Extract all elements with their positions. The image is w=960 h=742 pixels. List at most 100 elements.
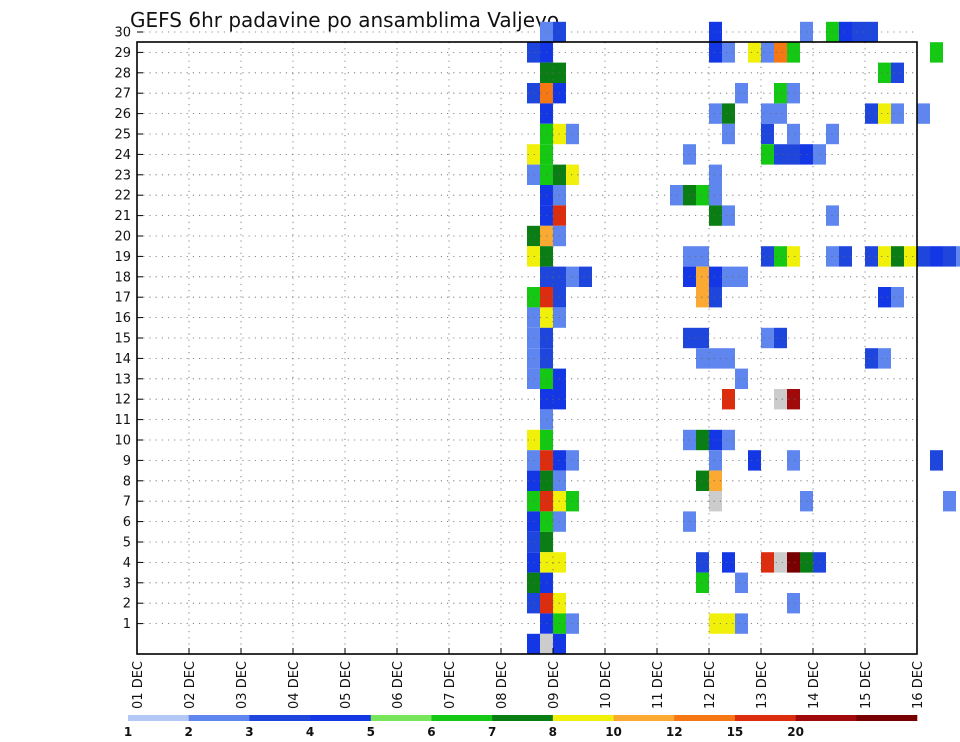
x-tick-label: 10 DEC	[599, 661, 614, 709]
precip-cell	[696, 572, 709, 593]
precip-cell	[527, 491, 540, 512]
colorbar-segment	[734, 715, 796, 721]
precip-cell	[579, 266, 592, 287]
colorbar-tick-label: 3	[245, 725, 253, 739]
x-tick-label: 13 DEC	[755, 661, 770, 709]
precip-cell	[917, 246, 930, 267]
precip-cell	[865, 103, 878, 124]
precip-cell	[761, 552, 774, 573]
y-tick-label: 19	[114, 250, 131, 265]
colorbar-tick-label: 15	[727, 725, 744, 739]
precip-cell	[930, 42, 943, 63]
x-tick-label: 04 DEC	[287, 661, 302, 709]
precip-cell	[527, 164, 540, 185]
precip-cell	[527, 450, 540, 471]
precip-cell	[566, 123, 579, 145]
x-tick-label: 11 DEC	[651, 661, 666, 709]
colorbar-segment	[613, 715, 675, 721]
precip-cell	[891, 62, 904, 83]
x-tick-label: 01 DEC	[131, 661, 146, 709]
precip-cell	[774, 389, 787, 410]
precip-cell	[527, 307, 540, 328]
precip-cell	[696, 552, 709, 573]
y-tick-label: 4	[123, 556, 131, 571]
precip-cell	[787, 593, 800, 614]
precip-cell	[527, 348, 540, 369]
precip-cell	[735, 368, 748, 389]
colorbar-segment	[552, 715, 614, 721]
precip-cell	[722, 389, 735, 410]
precip-cell	[566, 164, 579, 185]
precip-cell	[709, 164, 722, 185]
y-tick-label: 21	[114, 209, 131, 224]
precip-cell	[787, 450, 800, 471]
precip-cell	[787, 83, 800, 104]
precip-cell	[709, 348, 722, 369]
y-tick-label: 27	[114, 87, 131, 102]
y-tick-label: 1	[123, 617, 131, 632]
precip-cell	[800, 552, 813, 573]
precip-cell	[891, 103, 904, 124]
precip-cell	[540, 633, 553, 655]
x-tick-label: 06 DEC	[391, 661, 406, 709]
precip-cell	[709, 185, 722, 206]
colorbar-tick-label: 6	[427, 725, 435, 739]
colorbar-segment	[370, 715, 432, 721]
precip-cell	[709, 205, 722, 226]
y-tick-label: 24	[114, 148, 131, 163]
colorbar-segment	[310, 715, 372, 721]
precip-cell	[527, 246, 540, 267]
precip-cell	[527, 368, 540, 389]
precip-cell	[865, 21, 878, 43]
x-tick-label: 12 DEC	[703, 661, 718, 709]
precip-cell	[696, 327, 709, 349]
y-tick-label: 14	[114, 352, 131, 367]
precip-cell	[761, 144, 774, 165]
x-axis: 01 DEC 02 DEC 03 DEC 04 DEC 05 DEC 06 DEC 07 D…	[131, 648, 926, 709]
precip-cell	[774, 103, 787, 124]
y-tick-label: 13	[114, 372, 131, 387]
y-tick-label: 29	[114, 46, 131, 61]
precip-cell	[722, 552, 735, 573]
precip-cell	[527, 511, 540, 532]
y-tick-label: 3	[123, 576, 131, 591]
colorbar-tick-label: 10	[605, 725, 622, 739]
precip-cell	[852, 21, 865, 43]
precip-cell	[527, 225, 540, 247]
precip-cell	[891, 287, 904, 308]
precip-cell	[527, 144, 540, 165]
colorbar-segment	[674, 715, 736, 721]
precip-cell	[735, 572, 748, 593]
precip-cell	[761, 103, 774, 124]
precip-cell	[553, 633, 566, 655]
precip-cell	[566, 450, 579, 471]
y-tick-label: 26	[114, 107, 131, 122]
x-tick-label: 03 DEC	[235, 661, 250, 709]
precip-cell	[735, 613, 748, 634]
precip-cell	[696, 246, 709, 267]
colorbar-tick-label: 4	[306, 725, 314, 739]
precip-cell	[722, 429, 735, 451]
colorbar: 1 2 3 4 5 6 7 8 10 12 15 20	[124, 715, 918, 739]
precip-cell	[527, 531, 540, 553]
precip-cell	[722, 348, 735, 369]
precip-cell	[527, 593, 540, 614]
precip-cell	[930, 450, 943, 471]
precip-cell	[787, 144, 800, 165]
precip-cell	[878, 246, 891, 267]
y-tick-label: 28	[114, 66, 131, 81]
y-tick-label: 2	[123, 597, 131, 612]
precip-cell	[774, 246, 787, 267]
precip-cell	[774, 552, 787, 573]
precip-cell	[878, 287, 891, 308]
x-tick-label: 05 DEC	[339, 661, 354, 709]
precip-cell	[761, 246, 774, 267]
y-tick-label: 11	[114, 413, 131, 428]
precip-cell	[722, 205, 735, 226]
precip-cell	[774, 83, 787, 104]
precip-cell	[709, 103, 722, 124]
y-tick-label: 9	[123, 454, 131, 469]
colorbar-tick-label: 12	[666, 725, 683, 739]
precip-cell	[722, 103, 735, 124]
